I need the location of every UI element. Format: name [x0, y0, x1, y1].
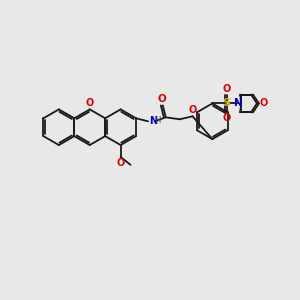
Text: O: O: [85, 98, 94, 108]
Text: O: O: [116, 158, 125, 168]
Text: O: O: [222, 113, 230, 123]
Text: S: S: [222, 98, 230, 108]
Text: N: N: [234, 98, 242, 108]
Text: N: N: [149, 116, 157, 126]
Text: H: H: [154, 116, 160, 125]
Text: O: O: [222, 83, 230, 94]
Text: O: O: [158, 94, 166, 104]
Text: O: O: [260, 98, 268, 108]
Text: O: O: [188, 105, 197, 115]
